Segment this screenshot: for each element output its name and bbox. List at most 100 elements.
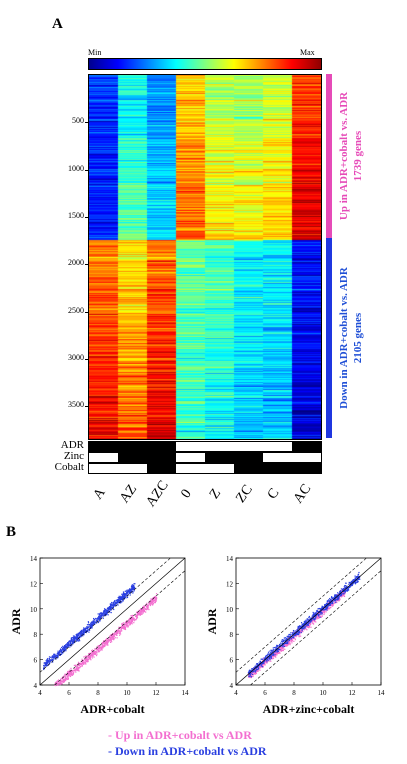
scatter-point [355,576,357,578]
scatter-point [69,670,71,672]
scatter-point [304,620,306,622]
scatter-point [83,628,86,630]
scatter-point [345,589,347,592]
treatment-cell [292,442,321,451]
scatter-point [314,612,316,614]
scatter-point [326,600,328,602]
scatter-point [354,577,357,579]
scatter-point [153,600,155,602]
scatter-point [88,652,91,655]
scatter-point [101,648,103,650]
scatter-point [63,681,65,683]
scatter-point [249,671,251,673]
scatter-point [289,641,291,643]
scatter-point [356,581,359,583]
scatter-point [297,632,300,634]
scatter-point [106,611,108,613]
scatter-point [127,622,129,624]
x-axis-label: ADR+cobalt [80,702,144,716]
scatter-point [84,627,86,630]
scatter-point [131,615,133,617]
scatter-point [280,640,283,642]
scatter-point [318,615,320,617]
scatter-point [325,606,327,609]
scatter-point [79,664,81,667]
scatter-point [135,611,138,614]
scatter-point [253,670,255,673]
scatter-point [78,632,81,634]
scatter-point [110,606,112,608]
scatter-point [262,666,264,668]
heatmap-row-tick-label: 2500 [68,305,84,315]
scatter-point [265,655,267,657]
scatter-point [250,674,252,677]
scatter-point [305,623,307,625]
scatter-point [271,651,273,653]
scatter-point [124,626,126,628]
scatter-point [86,624,89,626]
scatter-point [111,605,113,607]
scatter-point [264,662,266,664]
scatter-point [259,666,261,668]
scatter-point [343,586,345,588]
scatter-point [80,633,82,635]
scatter-point [327,603,329,605]
scatter-point [78,633,80,635]
scatter-point [329,608,331,610]
scatter-point [277,650,279,652]
scatter-point [279,650,281,652]
scatter-point [255,671,257,673]
scatter-point [310,623,312,625]
scatter-point [139,614,141,616]
scatter-point [103,610,105,612]
scatter-point [77,667,80,669]
scatter-point [87,660,89,662]
scatter-point [99,612,101,615]
scatter-point [49,659,51,661]
scatter-point [278,648,280,651]
scatter-point [316,611,318,613]
scatter-point [261,666,263,668]
scatter-point [113,605,116,607]
scatter-point [262,657,265,659]
scatter-point [112,603,114,605]
scatter-point [93,652,95,654]
scatter-point [112,634,114,636]
scatter-point [107,607,110,610]
scatter-point [118,626,120,628]
scatter-point [333,600,335,602]
scatter-point [55,658,57,660]
scatter-point [124,594,127,596]
scatter-point [112,636,114,638]
scatter-point [141,609,143,612]
scatter-point [129,588,131,590]
x-tick-label: 10 [124,689,132,697]
scatter-point [280,642,282,644]
scatter-point [111,636,113,638]
scatter-point [292,637,294,640]
heatmap [88,74,322,440]
scatter-point [131,619,133,621]
scatter-point [155,599,158,601]
scatter-point [118,601,120,603]
heatmap-row-tick [85,169,89,171]
scatter-point [49,660,51,663]
scatter-point [120,596,122,598]
scatter-point [98,648,100,650]
scatter-point [139,611,141,613]
scatter-point [133,590,135,592]
scatter-point [81,665,83,668]
x-tick-label: 12 [153,689,161,697]
scatter-point [100,616,102,618]
scatter-point [276,654,278,656]
treatment-label: Cobalt [54,461,84,473]
scatter-point [150,601,152,603]
scatter-point [301,628,303,630]
scatter-point [137,612,139,614]
scatter-point [83,627,85,629]
scatter-point [251,671,253,673]
scatter-point [86,630,89,633]
upper-threshold-line [235,557,367,673]
scatter-point [329,598,332,601]
scatter-point [340,595,342,597]
